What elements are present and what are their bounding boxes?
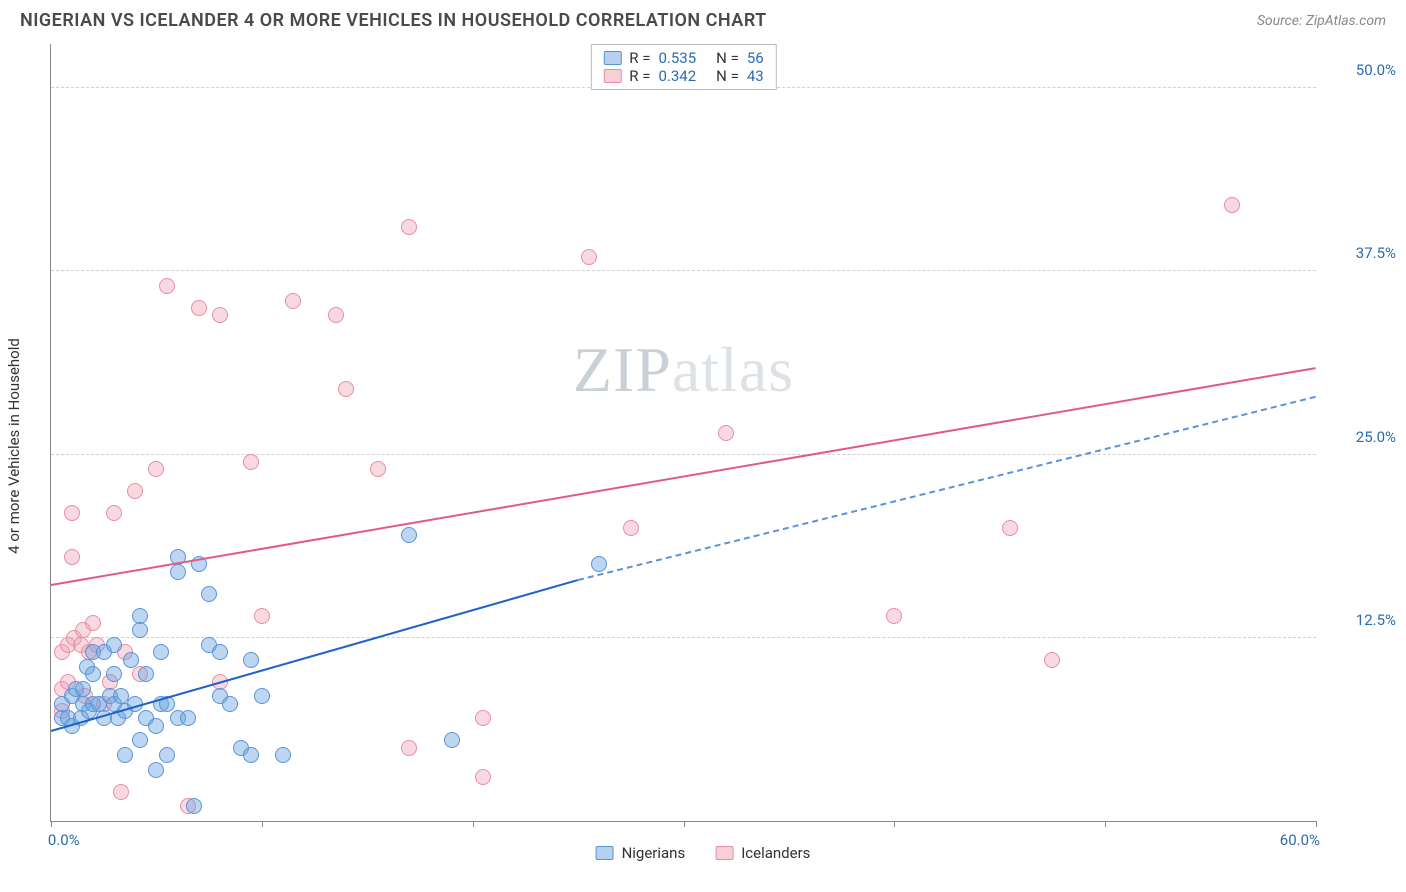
data-point (132, 622, 148, 638)
x-tick (684, 821, 685, 827)
data-point (212, 644, 228, 660)
r-label: R = (629, 67, 650, 85)
legend-swatch (715, 846, 733, 860)
data-point (212, 307, 228, 323)
data-point (591, 556, 607, 572)
data-point (191, 300, 207, 316)
gridline (51, 270, 1316, 271)
n-label: N = (716, 67, 739, 85)
data-point (222, 696, 238, 712)
header: NIGERIAN VS ICELANDER 4 OR MORE VEHICLES… (0, 0, 1406, 37)
x-tick (51, 821, 52, 827)
n-label: N = (716, 49, 739, 67)
data-point (475, 769, 491, 785)
data-point (254, 688, 270, 704)
x-tick (1316, 821, 1317, 827)
x-tick-label: 60.0% (1280, 831, 1320, 849)
data-point (106, 666, 122, 682)
gridline (51, 637, 1316, 638)
legend-swatch (603, 69, 621, 83)
data-point (153, 644, 169, 660)
data-point (623, 520, 639, 536)
legend-label: Icelanders (741, 844, 810, 862)
legend-row: R = 0.342 N = 43 (603, 67, 763, 85)
data-point (159, 278, 175, 294)
y-tick-label: 25.0% (1326, 428, 1396, 446)
legend-row: R = 0.535 N = 56 (603, 49, 763, 67)
data-point (123, 652, 139, 668)
y-axis-label: 4 or more Vehicles in Household (5, 338, 23, 554)
data-point (285, 293, 301, 309)
data-point (85, 666, 101, 682)
x-tick (894, 821, 895, 827)
n-value: 43 (747, 67, 764, 85)
correlation-legend: R = 0.535 N = 56 R = 0.342 N = 43 (590, 44, 776, 90)
data-point (132, 608, 148, 624)
x-tick (1105, 821, 1106, 827)
data-point (275, 747, 291, 763)
data-point (106, 637, 122, 653)
data-point (243, 747, 259, 763)
data-point (85, 615, 101, 631)
data-point (401, 740, 417, 756)
data-point (444, 732, 460, 748)
scatter-chart: ZIPatlas R =0.535N =56R =0.342N =43 12.5… (50, 44, 1316, 822)
data-point (180, 710, 196, 726)
data-point (113, 688, 129, 704)
data-point (243, 454, 259, 470)
data-point (1044, 652, 1060, 668)
series-legend: Nigerians Icelanders (596, 844, 811, 862)
x-tick (473, 821, 474, 827)
data-point (64, 549, 80, 565)
x-tick (262, 821, 263, 827)
data-point (64, 505, 80, 521)
data-point (718, 425, 734, 441)
data-point (170, 564, 186, 580)
data-point (254, 608, 270, 624)
gridline (51, 454, 1316, 455)
y-tick-label: 37.5% (1326, 244, 1396, 262)
data-point (75, 681, 91, 697)
chart-title: NIGERIAN VS ICELANDER 4 OR MORE VEHICLES… (20, 10, 767, 31)
data-point (370, 461, 386, 477)
data-point (148, 718, 164, 734)
x-tick-label: 0.0% (48, 831, 80, 849)
data-point (401, 527, 417, 543)
data-point (201, 586, 217, 602)
r-value: 0.342 (658, 67, 696, 85)
data-point (148, 461, 164, 477)
data-point (132, 732, 148, 748)
legend-swatch (596, 846, 614, 860)
data-point (106, 505, 122, 521)
data-point (328, 307, 344, 323)
data-point (886, 608, 902, 624)
data-point (159, 747, 175, 763)
data-point (1224, 197, 1240, 213)
data-point (148, 762, 164, 778)
data-point (113, 784, 129, 800)
legend-item: Icelanders (715, 844, 810, 862)
legend-item: Nigerians (596, 844, 686, 862)
data-point (127, 483, 143, 499)
n-value: 56 (747, 49, 764, 67)
source-label: Source: ZipAtlas.com (1257, 13, 1386, 29)
data-point (1002, 520, 1018, 536)
data-point (338, 381, 354, 397)
data-point (243, 652, 259, 668)
y-tick-label: 50.0% (1326, 61, 1396, 79)
data-point (186, 798, 202, 814)
trendline (578, 396, 1316, 581)
y-tick-label: 12.5% (1326, 611, 1396, 629)
data-point (117, 747, 133, 763)
r-label: R = (629, 49, 650, 67)
data-point (581, 249, 597, 265)
r-value: 0.535 (658, 49, 696, 67)
legend-swatch (603, 51, 621, 65)
data-point (475, 710, 491, 726)
watermark: ZIPatlas (573, 333, 794, 407)
data-point (401, 219, 417, 235)
legend-label: Nigerians (622, 844, 686, 862)
data-point (138, 666, 154, 682)
